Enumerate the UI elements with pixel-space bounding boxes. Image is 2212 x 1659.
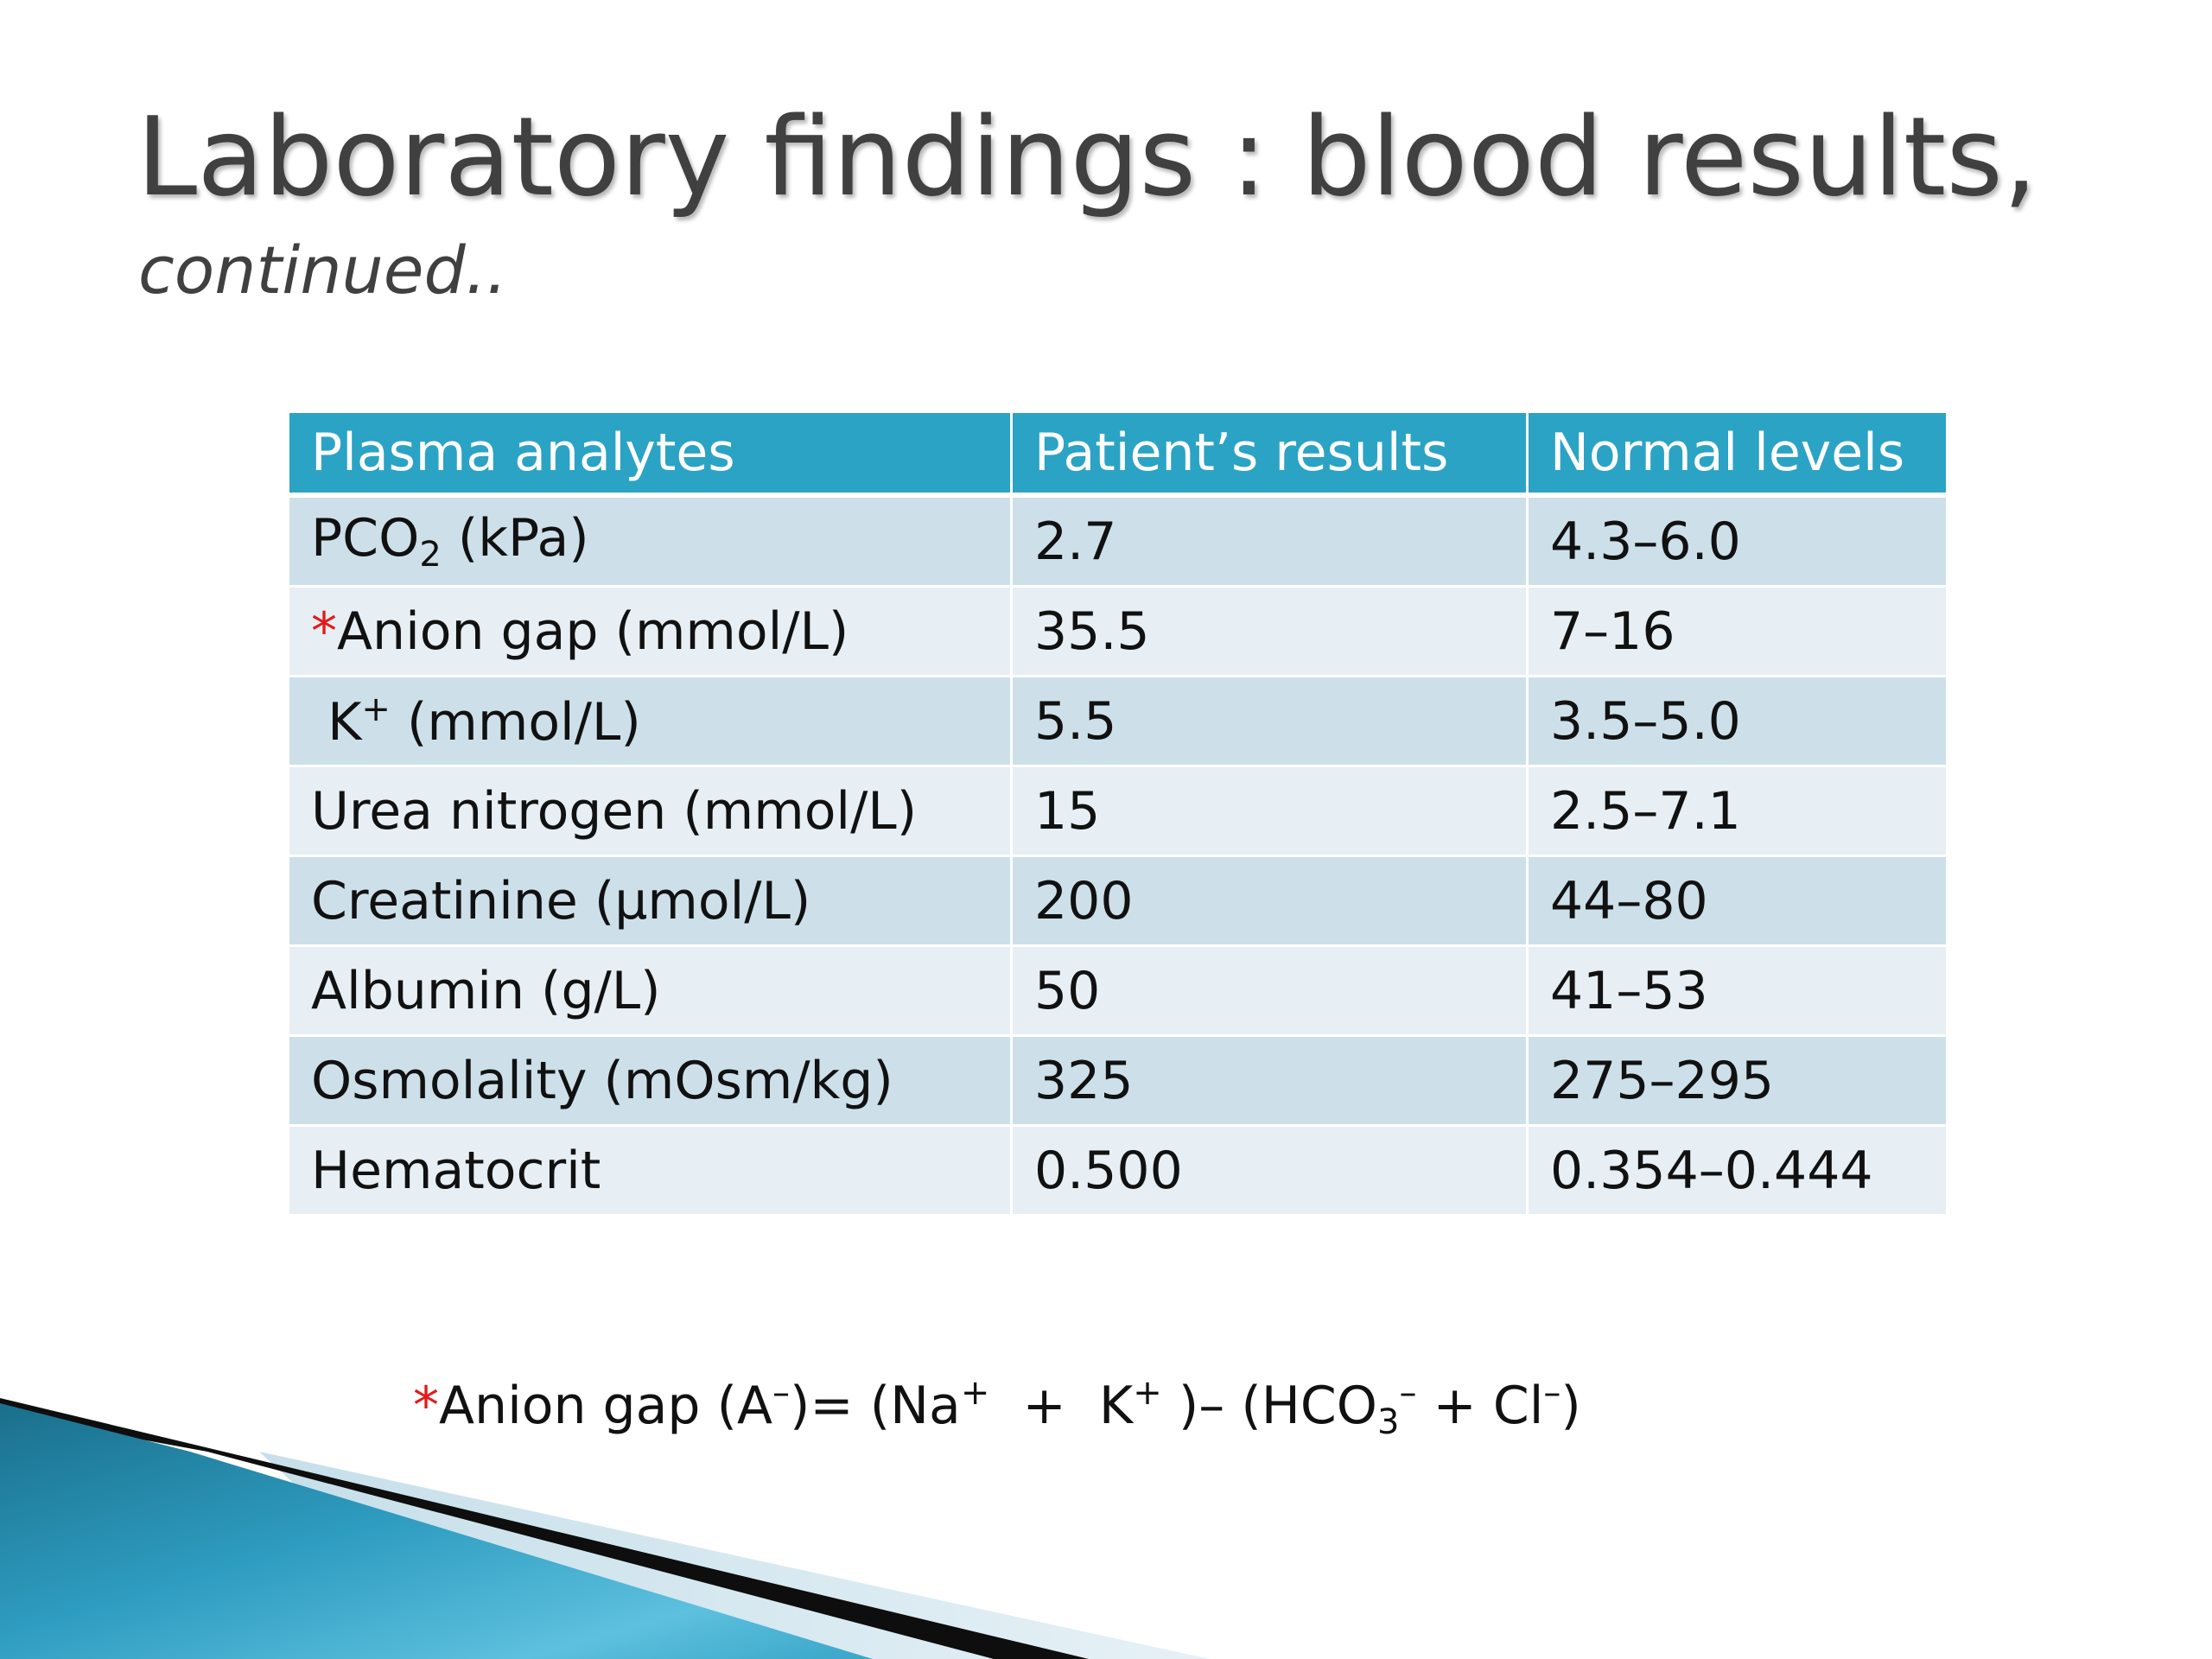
normal-cell: 2.5–7.1 <box>1529 767 1946 857</box>
analyte-unit: (kPa) <box>441 508 589 569</box>
result-cell: 35.5 <box>1013 588 1529 677</box>
formula-part: )= (Na <box>790 1376 961 1436</box>
analyte-text: Anion gap (mmol/L) <box>337 601 849 662</box>
analyte-text: PCO <box>311 508 420 569</box>
table-header-row: Plasma analytes Patient’s results Normal… <box>289 413 1946 498</box>
table-row: Urea nitrogen (mmol/L) 15 2.5–7.1 <box>289 767 1946 857</box>
normal-cell: 44–80 <box>1529 857 1946 947</box>
normal-cell: 41–53 <box>1529 947 1946 1037</box>
result-cell: 2.7 <box>1013 498 1529 588</box>
column-header-patient-results: Patient’s results <box>1013 413 1529 498</box>
analyte-cell: Urea nitrogen (mmol/L) <box>289 767 1013 857</box>
table-row: Hematocrit 0.500 0.354–0.444 <box>289 1127 1946 1217</box>
result-cell: 325 <box>1013 1037 1529 1127</box>
analyte-unit: (mmol/L) <box>390 692 641 753</box>
analyte-cell: K+ (mmol/L) <box>289 677 1013 767</box>
analyte-cell: PCO2 (kPa) <box>289 498 1013 588</box>
formula-superscript: – <box>1399 1373 1417 1413</box>
formula-part: + Cl <box>1416 1376 1544 1436</box>
formula-superscript: – <box>772 1373 791 1413</box>
analyte-cell: Creatinine (μmol/L) <box>289 857 1013 947</box>
normal-cell: 275–295 <box>1529 1037 1946 1127</box>
formula-superscript: + <box>960 1373 990 1413</box>
result-cell: 15 <box>1013 767 1529 857</box>
analyte-superscript: + <box>361 690 391 729</box>
table-row: Albumin (g/L) 50 41–53 <box>289 947 1946 1037</box>
formula-superscript: – <box>1543 1373 1561 1413</box>
lab-results-table: Plasma analytes Patient’s results Normal… <box>289 413 1946 1217</box>
asterisk-mark: * <box>311 601 337 662</box>
column-header-analytes: Plasma analytes <box>289 413 1013 498</box>
slide-subtitle: continued.. <box>138 232 508 308</box>
result-cell: 5.5 <box>1013 677 1529 767</box>
table-row: Creatinine (μmol/L) 200 44–80 <box>289 857 1946 947</box>
table-row: *Anion gap (mmol/L) 35.5 7–16 <box>289 588 1946 677</box>
formula-subscript: 3 <box>1376 1402 1400 1442</box>
analyte-text: K <box>311 692 362 753</box>
slide-title: Laboratory findings : blood results, <box>137 93 2038 220</box>
result-cell: 50 <box>1013 947 1529 1037</box>
formula-part: ) <box>1560 1376 1581 1436</box>
normal-cell: 0.354–0.444 <box>1529 1127 1946 1217</box>
formula-part: Anion gap (A <box>439 1376 773 1436</box>
analyte-subscript: 2 <box>419 535 442 575</box>
column-header-normal-levels: Normal levels <box>1529 413 1946 498</box>
formula-part: + K <box>989 1376 1134 1436</box>
formula-superscript: + <box>1133 1373 1162 1413</box>
table-row: PCO2 (kPa) 2.7 4.3–6.0 <box>289 498 1946 588</box>
normal-cell: 3.5–5.0 <box>1529 677 1946 767</box>
anion-gap-formula: *Anion gap (A–)= (Na+ + K+ )– (HCO3– + C… <box>413 1358 1581 1457</box>
normal-cell: 4.3–6.0 <box>1529 498 1946 588</box>
table-row: Osmolality (mOsm/kg) 325 275–295 <box>289 1037 1946 1127</box>
formula-part: )– (HCO <box>1161 1376 1377 1436</box>
asterisk-mark: * <box>413 1376 439 1436</box>
normal-cell: 7–16 <box>1529 588 1946 677</box>
analyte-cell: Hematocrit <box>289 1127 1013 1217</box>
analyte-cell: *Anion gap (mmol/L) <box>289 588 1013 677</box>
decor-dark-band <box>0 1398 1089 1659</box>
analyte-cell: Albumin (g/L) <box>289 947 1013 1037</box>
table-row: K+ (mmol/L) 5.5 3.5–5.0 <box>289 677 1946 767</box>
result-cell: 200 <box>1013 857 1529 947</box>
analyte-cell: Osmolality (mOsm/kg) <box>289 1037 1013 1127</box>
result-cell: 0.500 <box>1013 1127 1529 1217</box>
decor-blue-band <box>0 1403 873 1659</box>
